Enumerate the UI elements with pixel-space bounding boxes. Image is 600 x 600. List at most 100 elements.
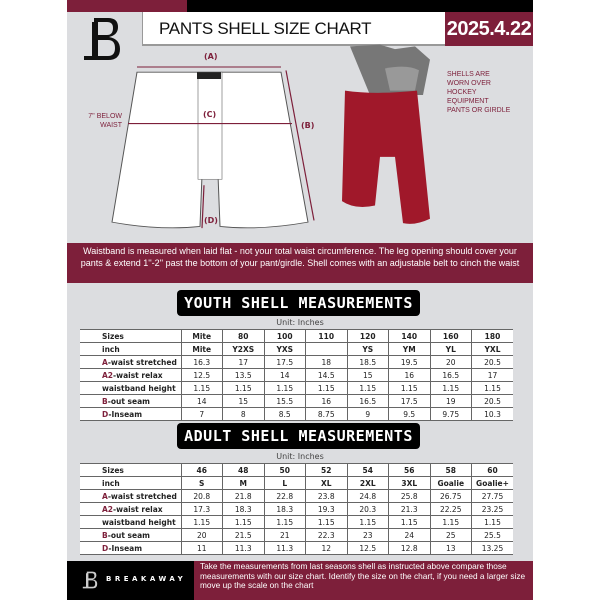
table-cell: L	[263, 476, 306, 490]
measure-code: A	[102, 491, 108, 501]
table-cell: 9.75	[429, 407, 472, 421]
table-cell: 21.3	[388, 502, 430, 516]
adult-unit-label: Unit: Inches	[276, 452, 324, 461]
measure-name: Sizes	[102, 465, 124, 475]
table-cell: 11.3	[222, 541, 264, 555]
table-row: A2-waist relax 12.5 13.5 14 14.5 15 16 16.5 17	[80, 368, 513, 382]
table-cell: 17.5	[263, 355, 306, 369]
table-cell: YXS	[263, 342, 306, 356]
table-cell: 100	[263, 329, 306, 343]
table-cell: 13	[429, 541, 472, 555]
belt-buckle-icon	[197, 72, 221, 79]
table-cell: 120	[346, 329, 389, 343]
table-cell: 22.25	[429, 502, 472, 516]
table-cell: 27.75	[471, 489, 513, 503]
measure-name: waistband height	[102, 517, 176, 527]
table-cell: 56	[388, 463, 430, 477]
table-cell: 15.5	[263, 394, 306, 408]
table-cell: 3XL	[388, 476, 430, 490]
row-label: B-out seam	[80, 528, 181, 542]
table-cell: 21.5	[222, 528, 264, 542]
table-cell: YL	[429, 342, 472, 356]
row-label: inch	[80, 342, 181, 356]
measure-name: -waist relax	[113, 504, 163, 514]
table-cell: 20.3	[346, 502, 389, 516]
table-cell: 19.3	[305, 502, 347, 516]
table-cell: 17.5	[388, 394, 430, 408]
table-cell: 12.5	[180, 368, 223, 382]
table-cell: 23	[346, 528, 389, 542]
table-cell: 21.8	[222, 489, 264, 503]
row-label: inch	[80, 476, 181, 490]
table-cell: 25.8	[388, 489, 430, 503]
table-cell: 26.75	[429, 489, 472, 503]
table-cell: Mite	[180, 342, 223, 356]
row-label: B-out seam	[80, 394, 181, 408]
table-cell: 9.5	[388, 407, 430, 421]
table-cell: 20	[429, 355, 472, 369]
table-cell: 1.15	[429, 515, 472, 529]
table-row: Sizes Mite 80 100 110 120 140 160 180	[80, 329, 513, 343]
adult-size-table: Sizes 46 48 50 52 54 56 58 60 inch S M L XL 2XL 3XL Goal…	[80, 463, 513, 555]
table-cell: 19	[429, 394, 472, 408]
table-row: inch Mite Y2XS YXS YS YM YL YXL	[80, 342, 513, 356]
table-cell: 17.3	[180, 502, 223, 516]
table-cell: 1.15	[471, 515, 513, 529]
table-cell: 21	[263, 528, 306, 542]
youth-unit-label: Unit: Inches	[276, 318, 324, 327]
measure-code: D	[102, 409, 109, 419]
measure-name: -waist relax	[113, 370, 163, 380]
row-label: A2-waist relax	[80, 502, 181, 516]
table-cell: Mite	[180, 329, 223, 343]
table-cell: 23.8	[305, 489, 347, 503]
measure-code: A2	[102, 504, 114, 514]
table-cell: 18.5	[346, 355, 389, 369]
measure-name: -waist stretched	[107, 491, 177, 501]
measure-code: A	[102, 357, 108, 367]
table-cell: XL	[305, 476, 347, 490]
table-cell: 54	[346, 463, 389, 477]
label-a: (A)	[204, 52, 218, 61]
table-cell: 17	[222, 355, 264, 369]
label-c: (C)	[203, 110, 217, 119]
table-cell: YM	[388, 342, 430, 356]
table-row: A2-waist relax 17.3 18.3 18.3 19.3 20.3 21.3 22…	[80, 502, 513, 516]
table-cell: 20.8	[180, 489, 223, 503]
table-cell	[305, 342, 347, 356]
table-cell: 52	[305, 463, 347, 477]
table-cell: YXL	[471, 342, 513, 356]
table-row: D-Inseam 11 11.3 11.3 12 12.5 12.8 13 13.25	[80, 541, 513, 555]
table-cell: 14	[263, 368, 306, 382]
table-cell: 11.3	[263, 541, 306, 555]
table-cell: 11	[180, 541, 223, 555]
measure-name: inch	[102, 344, 120, 354]
table-cell: Goalie	[429, 476, 472, 490]
youth-section-title: YOUTH SHELL MEASUREMENTS	[177, 290, 420, 316]
table-cell: 8.5	[263, 407, 306, 421]
table-cell: 7	[180, 407, 223, 421]
breakaway-footer-logo-icon	[82, 571, 98, 589]
label-b: (B)	[301, 121, 315, 130]
table-cell: 60	[471, 463, 513, 477]
measure-name: -Inseam	[108, 409, 143, 419]
table-cell: 22.8	[263, 489, 306, 503]
row-label: D-Inseam	[80, 541, 181, 555]
table-cell: Y2XS	[222, 342, 264, 356]
table-cell: 18	[305, 355, 347, 369]
table-cell: 24	[388, 528, 430, 542]
measure-name: inch	[102, 478, 120, 488]
table-row: waistband height 1.15 1.15 1.15 1.15 1.15 1.15…	[80, 515, 513, 529]
table-cell: 20.5	[471, 394, 513, 408]
date-badge: 2025.4.22	[445, 12, 533, 46]
table-cell: 8	[222, 407, 264, 421]
table-cell: 14	[180, 394, 223, 408]
table-cell: 20	[180, 528, 223, 542]
table-cell: 17	[471, 368, 513, 382]
row-label: Sizes	[80, 329, 181, 343]
info-banner: Waistband is measured when laid flat - n…	[67, 243, 533, 283]
table-cell: 12.5	[346, 541, 389, 555]
top-accent-bar	[67, 0, 187, 12]
below-waist-note: 7'' BELOW WAIST	[88, 113, 122, 129]
table-row: D-Inseam 7 8 8.5 8.75 9 9.5 9.75 10.3	[80, 407, 513, 421]
table-cell: 24.8	[346, 489, 389, 503]
